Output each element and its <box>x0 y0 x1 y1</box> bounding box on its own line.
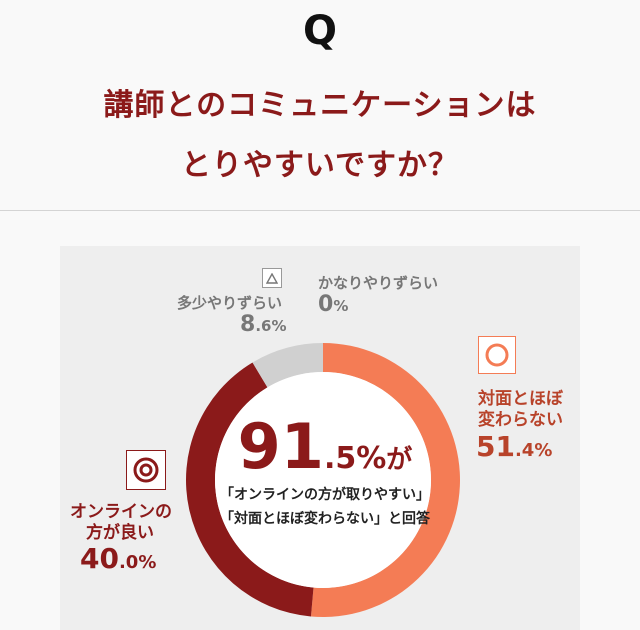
donut-slice-2 <box>252 343 323 388</box>
label-difficult: 多少やりずらい <box>176 294 282 312</box>
label-same-line-2: 変わらない <box>478 410 563 430</box>
label-difficult-pct: 8.6% <box>240 312 287 337</box>
question-line-1: 講師とのコミュニケーションは <box>103 88 537 123</box>
label-same-line-1: 対面とほぼ <box>478 389 563 409</box>
label-online-line-2: 方が良い <box>86 523 154 543</box>
donut-hole <box>215 372 431 588</box>
triangle-icon <box>262 268 282 288</box>
label-online-line-1: オンラインの <box>70 502 172 522</box>
center-caption-line-2: 「対面とほぼ変わらない」と回答 <box>220 511 430 527</box>
label-very-difficult: かなりやりずらい <box>318 274 439 292</box>
center-percentage: 91.5%が <box>220 412 430 482</box>
circle-icon <box>478 336 516 374</box>
label-same-pct: 51.4% <box>476 430 553 463</box>
center-pct-big: 91 <box>237 410 324 483</box>
question-line-2: とりやすいですか？ <box>180 148 460 183</box>
double-circle-icon <box>126 450 166 490</box>
label-very-difficult-pct: 0% <box>318 292 349 317</box>
donut-slice-0 <box>310 343 461 617</box>
center-pct-small: .5% <box>323 441 387 476</box>
center-caption-line-1: 「オンラインの方が取りやすい」 <box>220 487 430 503</box>
center-pct-suffix: が <box>386 445 413 475</box>
divider <box>0 210 640 211</box>
question-mark-label: Q <box>302 8 337 54</box>
label-online-pct: 40.0% <box>80 542 157 575</box>
donut-slice-1 <box>186 362 314 617</box>
